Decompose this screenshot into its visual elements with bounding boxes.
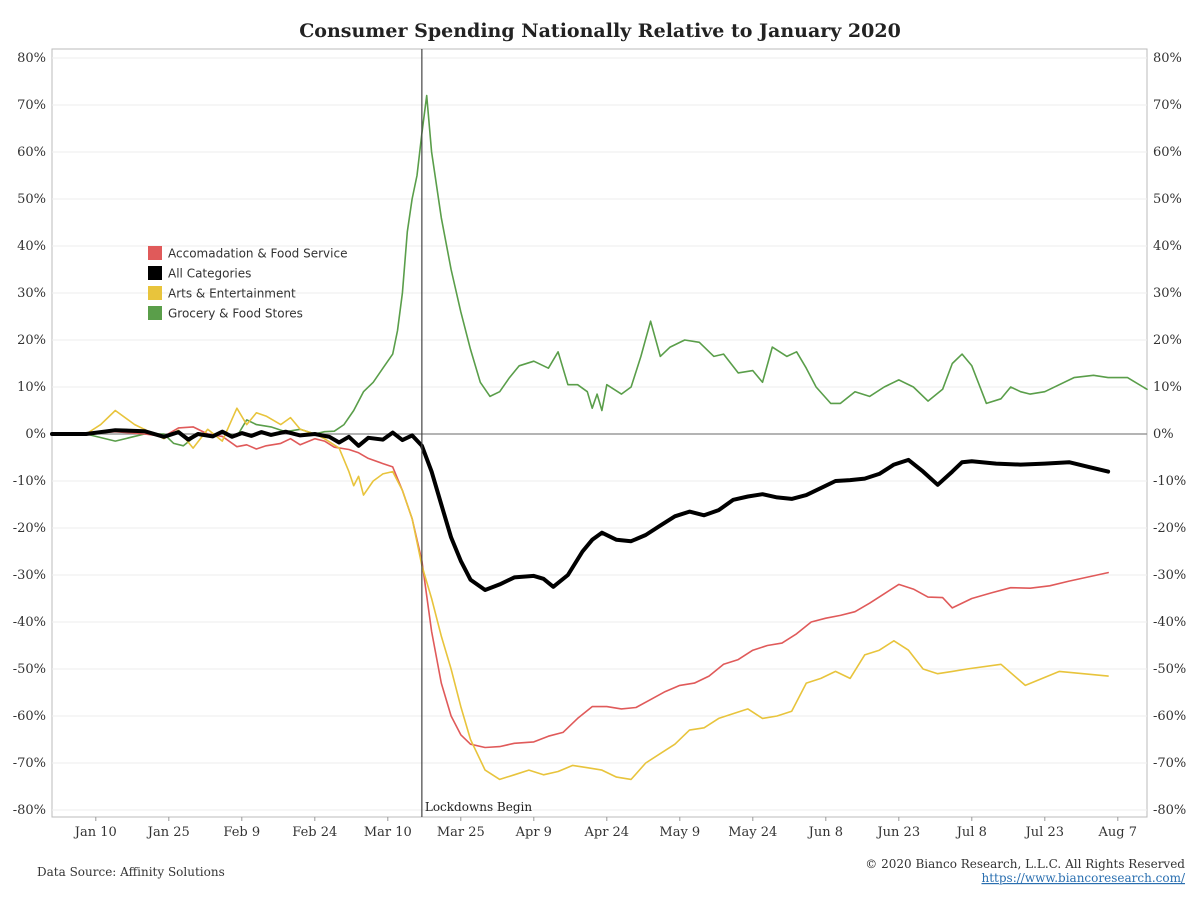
y-tick-label-left: -70%	[13, 756, 46, 771]
y-tick-label-left: 10%	[17, 380, 46, 395]
y-tick-label-left: 30%	[17, 286, 46, 301]
y-tick-label-right: -20%	[1153, 521, 1186, 536]
x-tick-label: Jan 25	[146, 825, 190, 840]
copyright: © 2020 Bianco Research, L.L.C. All Right…	[865, 857, 1185, 871]
legend-label: All Categories	[168, 267, 251, 281]
y-tick-label-right: 60%	[1153, 145, 1182, 160]
legend-swatch	[148, 246, 162, 260]
y-tick-label-right: 50%	[1153, 192, 1182, 207]
y-tick-label-right: 20%	[1153, 333, 1182, 348]
y-tick-label-left: 20%	[17, 333, 46, 348]
x-tick-label: Mar 25	[437, 825, 485, 840]
x-tick-label: May 9	[659, 825, 700, 840]
x-tick-label: May 24	[728, 825, 777, 840]
legend-swatch	[148, 266, 162, 280]
y-tick-label-right: 10%	[1153, 380, 1182, 395]
legend-swatch	[148, 286, 162, 300]
y-tick-label-left: -50%	[13, 662, 46, 677]
x-axis: Jan 10 Jan 25 Feb 9 Feb 24 Mar 10 Mar 25 Apr 9…	[73, 817, 1137, 840]
y-tick-label-left: -30%	[13, 568, 46, 583]
x-tick-label: Jul 8	[955, 825, 987, 840]
legend-swatch	[148, 306, 162, 320]
series-lines	[50, 94, 1148, 781]
x-tick-label: Apr 24	[583, 825, 629, 840]
series-line-2	[51, 407, 1109, 781]
x-tick-label: Apr 9	[515, 825, 552, 840]
lockdown-label: Lockdowns Begin	[425, 800, 533, 814]
legend-label: Arts & Entertainment	[168, 287, 296, 301]
x-tick-label: Jun 23	[875, 825, 920, 840]
x-tick-label: Jul 23	[1024, 825, 1064, 840]
grid-lines	[52, 57, 1147, 811]
y-tick-label-right: 30%	[1153, 286, 1182, 301]
lockdown-annotation: Lockdowns Begin	[421, 49, 533, 817]
y-tick-label-left: 0%	[25, 427, 46, 442]
y-tick-label-right: -60%	[1153, 709, 1186, 724]
y-tick-label-right: 80%	[1153, 51, 1182, 66]
x-tick-label: Jun 8	[807, 825, 843, 840]
x-tick-label: Feb 24	[292, 825, 337, 840]
y-tick-label-right: -50%	[1153, 662, 1186, 677]
y-tick-label-right: -80%	[1153, 803, 1186, 818]
y-tick-label-left: -60%	[13, 709, 46, 724]
y-tick-label-right: 70%	[1153, 98, 1182, 113]
y-tick-label-right: -40%	[1153, 615, 1186, 630]
y-tick-label-left: 50%	[17, 192, 46, 207]
y-tick-label-right: 40%	[1153, 239, 1182, 254]
x-tick-label: Aug 7	[1098, 825, 1138, 840]
y-tick-label-left: -40%	[13, 615, 46, 630]
y-tick-label-left: -20%	[13, 521, 46, 536]
series-line-1	[50, 428, 1111, 592]
x-tick-label: Mar 10	[364, 825, 412, 840]
y-tick-label-left: 40%	[17, 239, 46, 254]
y-tick-label-right: -10%	[1153, 474, 1186, 489]
y-tick-label-left: 70%	[17, 98, 46, 113]
legend: Accomadation & Food Service All Categorie…	[148, 246, 347, 321]
y-tick-label-left: -80%	[13, 803, 46, 818]
y-tick-label-left: 80%	[17, 51, 46, 66]
y-tick-label-left: 60%	[17, 145, 46, 160]
series-line-0	[51, 426, 1109, 749]
website-link[interactable]: https://www.biancoresearch.com/	[981, 871, 1185, 885]
x-tick-label: Feb 9	[223, 825, 260, 840]
data-source: Data Source: Affinity Solutions	[37, 865, 225, 879]
y-axis-right: 80% 70% 60% 50% 40% 30% 20% 10% 0% -10% -20% -30% -4…	[1153, 51, 1186, 818]
x-tick-label: Jan 10	[73, 825, 117, 840]
y-tick-label-left: -10%	[13, 474, 46, 489]
y-tick-label-right: -70%	[1153, 756, 1186, 771]
chart-title: Consumer Spending Nationally Relative to…	[299, 20, 901, 42]
legend-label: Accomadation & Food Service	[168, 247, 347, 261]
legend-label: Grocery & Food Stores	[168, 307, 303, 321]
y-tick-label-right: 0%	[1153, 427, 1174, 442]
y-axis-left: 80% 70% 60% 50% 40% 30% 20% 10% 0% -10% -20% -30% -4…	[13, 51, 46, 818]
y-tick-label-right: -30%	[1153, 568, 1186, 583]
